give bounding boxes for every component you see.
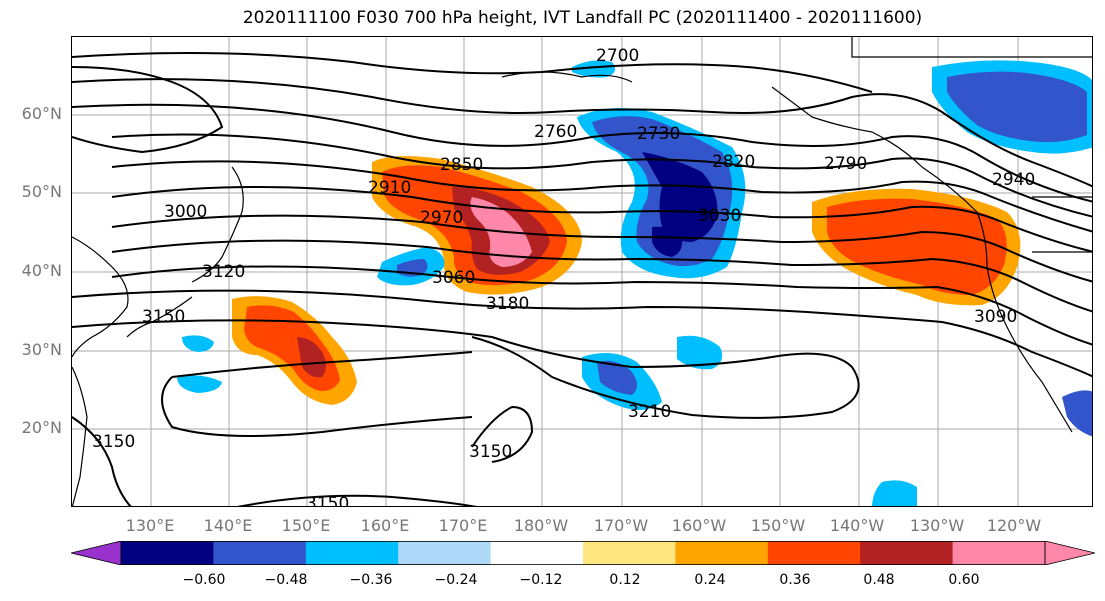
lon-label-140w: 140°W <box>829 516 885 535</box>
map-title: 2020111100 F030 700 hPa height, IVT Land… <box>242 8 923 28</box>
contour-label-2910: 2910 <box>368 178 411 198</box>
lon-label-150w: 150°W <box>750 516 806 535</box>
height-contours <box>72 52 1092 506</box>
colorbar-tick-060: 0.60 <box>948 572 980 588</box>
contour-label-2700: 2700 <box>596 46 639 66</box>
ivt-negative-shading <box>177 60 1092 506</box>
colorbar-segment <box>490 541 584 565</box>
contour-label-3150-edge: 3150 <box>92 432 135 452</box>
colorbar-tick-024: 0.24 <box>694 572 726 588</box>
colorbar-segment <box>213 541 307 565</box>
colorbar-tick-036: 0.36 <box>779 572 811 588</box>
lon-label-180w: 180°W <box>513 516 569 535</box>
contour-label-2850: 2850 <box>440 155 483 175</box>
lat-label-20n: 20°N <box>21 418 62 437</box>
contour-label-group: 2700 2730 2760 2790 2820 2850 2910 2940 … <box>92 46 1035 507</box>
lon-label-170w: 170°W <box>593 516 649 535</box>
contour-label-2820: 2820 <box>712 152 755 172</box>
map-panel: 2700 2730 2760 2790 2820 2850 2910 2940 … <box>71 36 1093 507</box>
map-canvas: 2700 2730 2760 2790 2820 2850 2910 2940 … <box>72 37 1092 507</box>
ivt-positive-shading <box>232 156 1021 405</box>
contour-label-2730: 2730 <box>637 124 680 144</box>
colorbar-segments <box>71 541 1095 565</box>
contour-label-3210: 3210 <box>628 402 671 422</box>
lat-label-60n: 60°N <box>21 104 62 123</box>
lat-label-40n: 40°N <box>21 261 62 280</box>
colorbar-segment <box>305 541 399 565</box>
lon-label-160e: 160°E <box>360 516 410 535</box>
contour-label-2940: 2940 <box>992 170 1035 190</box>
contour-label-3150-central: 3150 <box>469 442 512 462</box>
lat-label-30n: 30°N <box>21 340 62 359</box>
colorbar-tick-neg012: −0.12 <box>519 572 563 588</box>
colorbar-segment <box>860 541 954 565</box>
contour-label-3000: 3000 <box>164 202 207 222</box>
colorbar-segment <box>767 541 861 565</box>
lon-label-120w: 120°W <box>986 516 1042 535</box>
colorbar-tick-012: 0.12 <box>609 572 641 588</box>
colorbar-segment <box>121 541 214 565</box>
colorbar-border <box>120 541 1046 565</box>
lon-label-170e: 170°E <box>438 516 488 535</box>
contour-label-3150-south: 3150 <box>306 494 349 507</box>
colorbar-tick-048: 0.48 <box>863 572 895 588</box>
colorbar-segment <box>398 541 492 565</box>
contour-label-2760: 2760 <box>534 122 577 142</box>
contour-label-3180: 3180 <box>486 294 529 314</box>
lon-label-160w: 160°W <box>671 516 727 535</box>
colorbar-extend-low <box>71 541 122 565</box>
colorbar-tick-neg048: −0.48 <box>264 572 308 588</box>
lon-label-150e: 150°E <box>281 516 331 535</box>
colorbar-tick-neg024: −0.24 <box>434 572 478 588</box>
contour-label-3060: 3060 <box>432 268 475 288</box>
lat-label-50n: 50°N <box>21 182 62 201</box>
contour-label-3120: 3120 <box>202 262 245 282</box>
contour-label-3090: 3090 <box>974 307 1017 327</box>
contour-label-2970: 2970 <box>420 208 463 228</box>
lon-label-130e: 130°E <box>125 516 175 535</box>
lon-label-140e: 140°E <box>203 516 253 535</box>
colorbar-tick-neg060: −0.60 <box>182 572 226 588</box>
colorbar <box>71 541 1095 565</box>
lon-label-130w: 130°W <box>909 516 965 535</box>
contour-label-3030: 3030 <box>698 206 741 226</box>
colorbar-segment <box>952 541 1046 565</box>
contour-label-2790: 2790 <box>824 154 867 174</box>
colorbar-segment <box>675 541 769 565</box>
contour-label-3150-west: 3150 <box>142 307 185 327</box>
colorbar-tick-neg036: −0.36 <box>349 572 393 588</box>
colorbar-segment <box>583 541 676 565</box>
colorbar-extend-high <box>1044 541 1095 565</box>
